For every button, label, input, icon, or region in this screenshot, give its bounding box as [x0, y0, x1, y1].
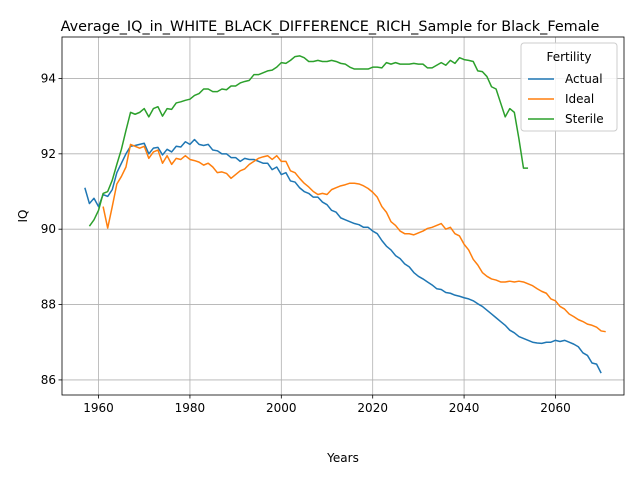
y-tick-label: 94	[41, 71, 56, 85]
x-tick-label: 2020	[357, 401, 388, 415]
y-axis-ticks: 86 88 90 92 94	[41, 71, 62, 387]
x-tick-label: 2060	[540, 401, 571, 415]
legend-box	[520, 42, 618, 132]
x-axis-ticks: 1960 1980 2000 2020 2040 2060	[83, 395, 571, 415]
series-line-sterile	[88, 55, 529, 227]
x-tick-label: 2000	[266, 401, 297, 415]
y-tick-label: 90	[41, 222, 56, 236]
series-lines	[84, 55, 606, 374]
x-tick-label: 1980	[175, 401, 206, 415]
legend-entry-ideal: Ideal	[565, 92, 594, 106]
y-tick-label: 92	[41, 147, 56, 161]
legend-entry-actual: Actual	[565, 72, 603, 86]
legend-entry-sterile: Sterile	[565, 112, 604, 126]
x-tick-label: 1960	[83, 401, 114, 415]
legend: Fertility Actual Ideal Sterile	[520, 42, 618, 132]
series-line-actual	[84, 138, 602, 374]
y-axis-label: IQ	[16, 210, 30, 223]
x-axis-label: Years	[326, 451, 359, 465]
series-line-ideal	[102, 143, 606, 333]
y-tick-label: 86	[41, 373, 56, 387]
x-tick-label: 2040	[449, 401, 480, 415]
y-tick-label: 88	[41, 298, 56, 312]
plot-frame	[61, 36, 625, 396]
chart-title: Average_IQ_in_WHITE_BLACK_DIFFERENCE_RIC…	[61, 19, 600, 35]
legend-title: Fertility	[546, 50, 591, 64]
